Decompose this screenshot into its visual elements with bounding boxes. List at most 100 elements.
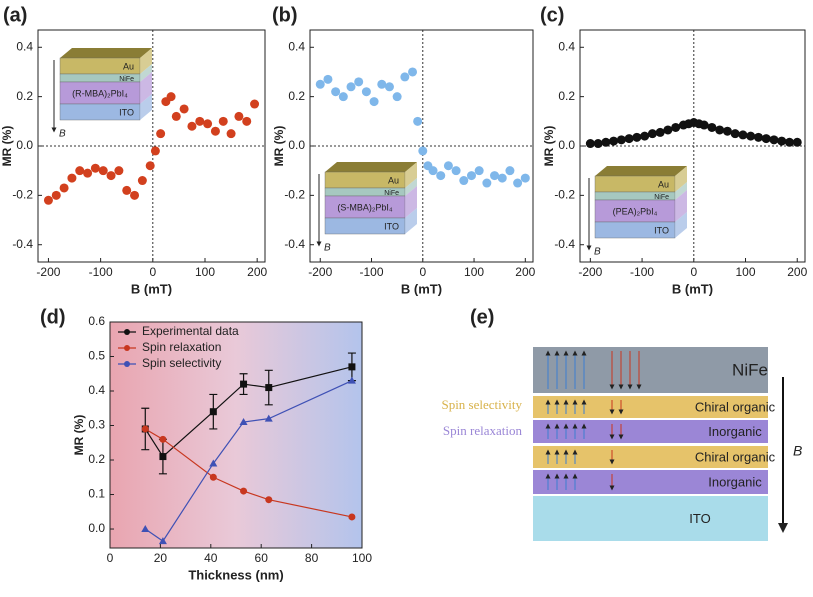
point [226, 129, 236, 139]
x-tick-label: 60 [255, 551, 269, 565]
marker [159, 435, 167, 443]
marker [265, 496, 273, 504]
point [122, 185, 132, 195]
x-tick-label: -200 [36, 265, 60, 279]
point [400, 72, 410, 82]
inset-side [405, 162, 417, 188]
legend-marker [124, 345, 130, 351]
x-tick-label: 100 [736, 265, 756, 279]
y-tick-label: 0.2 [558, 89, 575, 103]
x-axis-label: B (mT) [672, 281, 713, 296]
point [609, 136, 619, 146]
point [156, 129, 166, 139]
legend-marker [124, 329, 130, 335]
inset-side [675, 190, 687, 222]
point [616, 135, 626, 145]
point [346, 82, 356, 92]
y-tick-label: -0.2 [284, 188, 305, 202]
point [392, 92, 402, 102]
panel-label: (e) [470, 306, 494, 328]
y-tick-label: 0.2 [288, 89, 305, 103]
point [413, 116, 423, 126]
series-line [144, 380, 353, 542]
y-tick-label: 0.0 [16, 138, 33, 152]
point [753, 132, 763, 142]
point [75, 166, 85, 176]
point [436, 171, 446, 181]
point [234, 111, 244, 121]
marker [264, 414, 273, 422]
point [482, 178, 492, 188]
field-label: B [324, 243, 331, 254]
point [203, 119, 213, 129]
series-line [144, 366, 353, 458]
point [474, 166, 484, 176]
point [418, 146, 428, 156]
point [428, 166, 438, 176]
inset-side [405, 178, 417, 196]
layer [533, 446, 768, 468]
inset-top [595, 166, 687, 176]
point [451, 166, 461, 176]
layer [533, 470, 768, 494]
y-tick-label: -0.2 [12, 188, 33, 202]
point [520, 173, 530, 183]
point [505, 166, 515, 176]
point [640, 131, 650, 141]
y-tick-label: 0.4 [288, 39, 305, 53]
point [187, 121, 197, 131]
point [137, 176, 147, 186]
point [497, 173, 507, 183]
point [114, 166, 124, 176]
point [585, 139, 595, 149]
y-axis-label: MR (%) [542, 126, 556, 167]
plot-frame [37, 29, 266, 263]
inset-side [140, 48, 152, 74]
point [171, 111, 181, 121]
y-tick-label: -0.4 [284, 237, 305, 251]
point [83, 168, 93, 178]
point [593, 139, 603, 149]
inset-label: NiFe [654, 194, 669, 201]
point [663, 125, 673, 135]
x-axis-label: B (mT) [131, 281, 172, 296]
point [150, 146, 160, 156]
inset-label: (R-MBA)₂PbI₄ [72, 88, 128, 98]
point [443, 161, 453, 171]
point [98, 166, 108, 176]
layer [533, 396, 768, 418]
x-tick-label: 0 [419, 265, 426, 279]
marker [240, 487, 248, 495]
marker [348, 513, 356, 521]
point [59, 183, 69, 193]
legend-label: Spin relaxation [142, 340, 221, 354]
layer [533, 420, 768, 443]
point [490, 171, 500, 181]
x-tick-label: -200 [578, 265, 602, 279]
point [784, 137, 794, 147]
point [130, 190, 140, 200]
x-tick-label: 20 [154, 551, 168, 565]
x-tick-label: -100 [630, 265, 654, 279]
point [671, 122, 681, 132]
inset-side [675, 166, 687, 192]
field-label: B [59, 129, 66, 140]
layer-label: Chiral organic [695, 449, 776, 464]
marker [209, 459, 218, 467]
plot-frame [309, 29, 534, 263]
inset-side [675, 212, 687, 238]
point [601, 137, 611, 147]
inset-label: ITO [119, 107, 134, 117]
point [792, 137, 802, 147]
x-tick-label: 0 [149, 265, 156, 279]
point [166, 92, 176, 102]
inset-top [60, 48, 152, 58]
panel-label: (a) [3, 4, 27, 26]
y-tick-label: -0.4 [12, 237, 33, 251]
point [179, 104, 189, 114]
point [707, 122, 717, 132]
inset-label: Au [388, 175, 399, 185]
plot-frame [109, 321, 363, 549]
point [331, 87, 341, 97]
